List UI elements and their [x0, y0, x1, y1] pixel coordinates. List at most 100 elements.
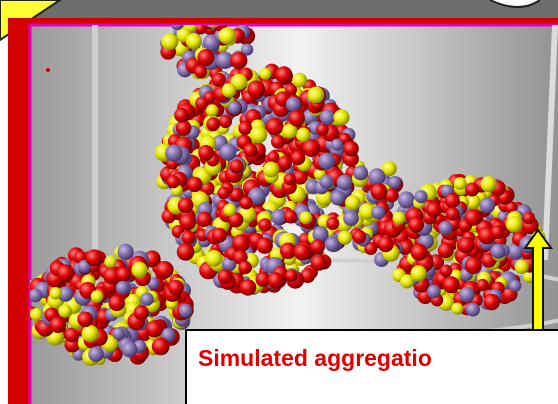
particle [82, 325, 99, 342]
particle [284, 210, 297, 223]
particle [445, 193, 460, 208]
particle [258, 218, 271, 231]
slide-image: Simulated aggregatio [0, 0, 558, 404]
particle [523, 212, 536, 225]
particle [509, 280, 521, 292]
particle [426, 202, 442, 218]
particle [250, 126, 267, 143]
particle [247, 81, 265, 99]
particle [451, 303, 463, 315]
particle [271, 135, 285, 149]
particle [86, 249, 103, 266]
particle [178, 198, 194, 214]
particle [292, 73, 307, 88]
particle [186, 33, 202, 49]
particle [232, 234, 250, 252]
particle [299, 211, 312, 224]
particle [240, 197, 253, 210]
particle [230, 52, 247, 69]
particle [459, 287, 475, 303]
particle [112, 327, 125, 340]
particle [187, 177, 202, 192]
particle [218, 269, 233, 284]
particle [58, 304, 72, 318]
particle [109, 295, 125, 311]
particle [296, 128, 311, 143]
particle [371, 183, 388, 200]
particle [174, 108, 189, 123]
particle [179, 304, 193, 318]
particle [49, 287, 62, 300]
particle [88, 346, 104, 362]
particle [427, 285, 441, 299]
particle [326, 217, 339, 230]
particle [289, 110, 305, 126]
particle [318, 153, 335, 170]
dot [46, 68, 50, 72]
particle [217, 187, 230, 200]
particle [152, 338, 170, 356]
particle [176, 120, 192, 136]
particle [338, 231, 352, 245]
particle [454, 177, 467, 190]
particle [116, 267, 131, 282]
particle [307, 87, 324, 104]
particle [515, 260, 529, 274]
particle [439, 221, 453, 235]
particle [284, 173, 296, 185]
particle [337, 175, 353, 191]
particle [140, 292, 153, 305]
page: Simulated aggregatio (() => { const data… [0, 0, 558, 404]
particle [465, 183, 479, 197]
particle [212, 73, 226, 87]
particle [219, 27, 236, 44]
particle [219, 144, 236, 161]
particle [206, 250, 223, 267]
particle [294, 243, 311, 260]
particle [219, 115, 232, 128]
particle [238, 261, 252, 275]
particle [411, 265, 427, 281]
particle [146, 320, 163, 337]
particle [29, 289, 43, 303]
particle [204, 91, 216, 103]
particle [212, 228, 227, 243]
particle [415, 190, 428, 203]
particle [440, 265, 452, 277]
particle [243, 143, 257, 157]
particle [310, 239, 325, 254]
particle [278, 156, 292, 170]
particle [165, 144, 183, 162]
particle [77, 312, 93, 328]
particle [334, 109, 350, 125]
particle [491, 225, 505, 239]
particle [91, 290, 104, 303]
particle [320, 110, 335, 125]
particle [316, 123, 329, 136]
particle [177, 243, 195, 261]
particle [197, 212, 212, 227]
particle [134, 305, 149, 320]
particle [458, 237, 474, 253]
particle [368, 168, 385, 185]
particle [345, 195, 360, 210]
particle [156, 261, 174, 279]
particle [122, 341, 138, 357]
particle [194, 65, 207, 78]
particle [325, 237, 340, 252]
particle [179, 214, 196, 231]
particle [330, 190, 345, 205]
particle [353, 165, 368, 180]
caption-cut [230, 389, 236, 404]
particle [480, 198, 496, 214]
particle [224, 204, 237, 217]
particle [393, 212, 406, 225]
particle [206, 117, 220, 131]
particle [266, 118, 284, 136]
caption: Simulated aggregatio [198, 345, 432, 371]
particle [131, 262, 147, 278]
particle [343, 210, 359, 226]
particle [378, 236, 394, 252]
particle [286, 97, 301, 112]
particle [206, 104, 218, 116]
